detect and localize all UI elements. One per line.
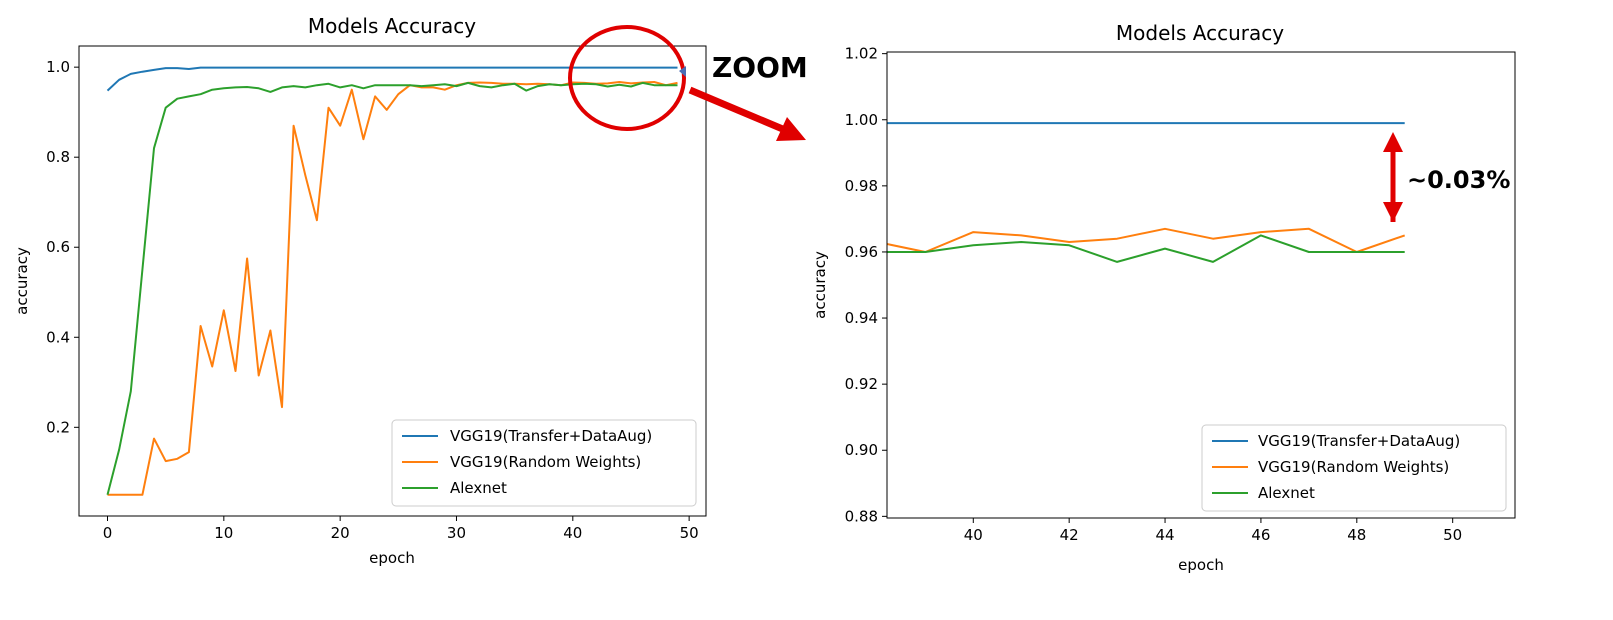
x-tick-label: 46 (1251, 526, 1270, 544)
y-tick-label: 0.88 (845, 507, 878, 525)
left-chart: Models Accuracy 0 10 20 30 40 50 0.2 0.4 0.6 0.8… (13, 14, 707, 567)
zoom-label: ZOOM (712, 51, 808, 84)
plot-frame (78, 45, 707, 517)
x-axis-ticks: 0 10 20 30 40 50 (103, 516, 699, 542)
chart-title-zoomed: Models Accuracy (1116, 21, 1284, 45)
x-axis-label-zoomed: epoch (1178, 556, 1224, 574)
y-axis-label: accuracy (13, 247, 31, 315)
y-tick-label: 0.98 (845, 177, 878, 195)
x-tick-label: 50 (680, 524, 699, 542)
y-tick-label: 0.96 (845, 243, 878, 261)
y-tick-label: 0.92 (845, 375, 878, 393)
y-tick-label: 0.6 (46, 238, 70, 256)
x-axis-ticks-zoomed: 40 42 44 46 48 50 (964, 518, 1462, 544)
gap-double-arrow-icon (1383, 132, 1403, 222)
x-tick-label: 30 (447, 524, 466, 542)
pointer-marker (679, 66, 686, 77)
legend-label-alexnet-zoomed: Alexnet (1258, 484, 1315, 502)
x-tick-label: 10 (214, 524, 233, 542)
plot-frame-zoomed (886, 51, 1516, 519)
series-line-vgg19-random (107, 81, 678, 496)
legend-label-vgg19-random: VGG19(Random Weights) (450, 453, 641, 471)
y-tick-label: 0.94 (845, 309, 878, 327)
y-tick-label: 0.90 (845, 441, 878, 459)
series-line-vgg19-transfer (106, 66, 678, 92)
y-axis-ticks: 0.2 0.4 0.6 0.8 1.0 (46, 58, 79, 436)
y-axis-label-zoomed: accuracy (811, 251, 829, 319)
y-tick-label: 0.2 (46, 418, 70, 436)
x-tick-label: 50 (1443, 526, 1462, 544)
chart-title: Models Accuracy (308, 14, 476, 38)
series-lines (106, 66, 678, 496)
x-tick-label: 0 (103, 524, 113, 542)
x-tick-label: 48 (1347, 526, 1366, 544)
series-line-alexnet (106, 81, 678, 496)
legend-box-zoomed (1201, 424, 1507, 512)
legend-zoomed: VGG19(Transfer+DataAug) VGG19(Random Wei… (1201, 424, 1507, 512)
series-line-alexnet (887, 234, 1405, 263)
y-tick-label: 1.0 (46, 58, 70, 76)
legend-label-alexnet: Alexnet (450, 479, 507, 497)
y-tick-label: 0.4 (46, 328, 70, 346)
zoom-highlight-circle (568, 25, 686, 131)
zoom-arrow-icon (688, 86, 806, 141)
gap-label: ~0.03% (1407, 166, 1510, 194)
y-tick-label: 1.02 (845, 45, 878, 63)
right-chart-zoomed: Models Accuracy 40 42 44 46 48 50 0.88 0.90 0.9… (811, 21, 1516, 574)
legend-label-vgg19-transfer: VGG19(Transfer+DataAug) (450, 427, 652, 445)
legend: VGG19(Transfer+DataAug) VGG19(Random Wei… (391, 419, 697, 507)
series-lines-zoomed (887, 122, 1406, 263)
y-tick-label: 1.00 (845, 111, 878, 129)
legend-box (391, 419, 697, 507)
y-axis-ticks-zoomed: 0.88 0.90 0.92 0.94 0.96 0.98 1.00 1.02 (845, 45, 887, 525)
legend-label-vgg19-transfer-zoomed: VGG19(Transfer+DataAug) (1258, 432, 1460, 450)
x-tick-label: 40 (964, 526, 983, 544)
x-tick-label: 44 (1155, 526, 1174, 544)
x-tick-label: 40 (563, 524, 582, 542)
x-tick-label: 42 (1060, 526, 1079, 544)
x-tick-label: 20 (331, 524, 350, 542)
x-axis-label: epoch (369, 549, 415, 567)
series-line-vgg19-random (887, 227, 1406, 253)
annotations: ZOOM ~0.03% (568, 25, 1510, 222)
legend-label-vgg19-random-zoomed: VGG19(Random Weights) (1258, 458, 1449, 476)
y-tick-label: 0.8 (46, 148, 70, 166)
